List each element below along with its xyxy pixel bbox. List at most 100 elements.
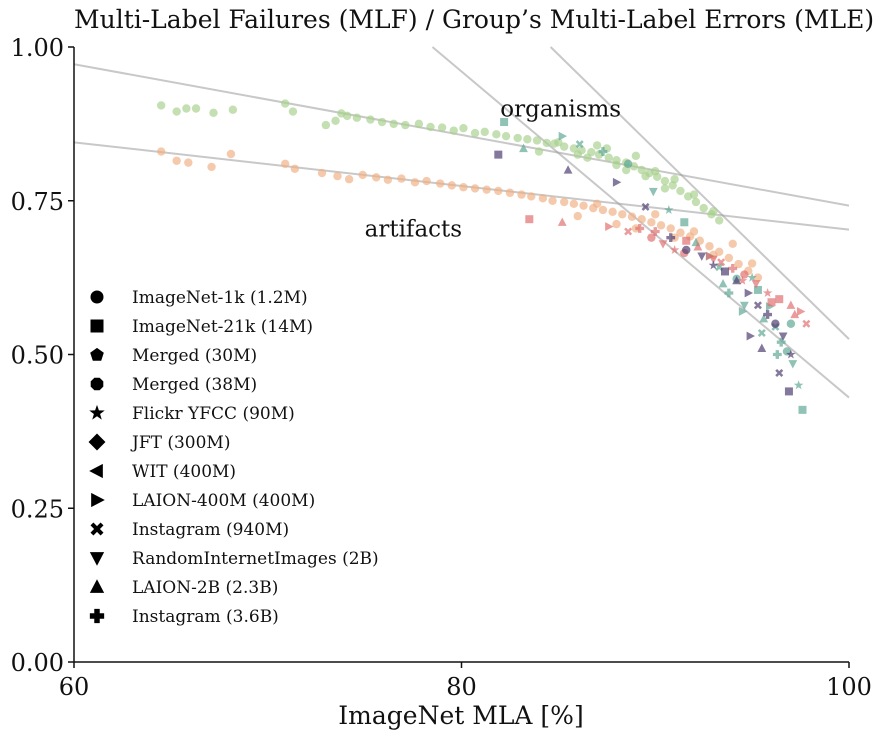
data-point [500, 118, 509, 127]
data-point [669, 244, 680, 254]
data-point [744, 288, 754, 298]
data-point [666, 224, 675, 233]
data-point [397, 174, 406, 183]
trend-line-artifacts-2 [549, 46, 850, 340]
data-point [746, 331, 755, 341]
legend-item: Merged (30M) [90, 346, 257, 366]
data-point [191, 104, 201, 113]
data-point [612, 160, 621, 170]
data-point [523, 135, 532, 144]
data-point [605, 222, 614, 231]
data-point [728, 239, 737, 248]
legend-marker-triangle-down [89, 552, 105, 566]
data-point [747, 272, 757, 282]
data-point [288, 107, 298, 116]
data-point [786, 349, 796, 359]
data-point [525, 215, 534, 224]
data-point [714, 216, 724, 225]
x-tick-label: 80 [446, 673, 477, 701]
data-point [548, 196, 557, 205]
series-3-points [525, 215, 811, 328]
data-point [790, 309, 800, 319]
legend-marker-circle [90, 290, 104, 304]
legend-item: JFT (300M) [88, 433, 230, 453]
ticks: 60 80 100 0.00 0.25 0.50 0.75 1.00 [11, 34, 872, 701]
data-point [660, 184, 670, 193]
data-point [788, 360, 798, 369]
legend-marker-triangle-right [91, 492, 105, 508]
data-point [414, 119, 424, 129]
data-point [631, 151, 641, 161]
data-point [691, 197, 701, 207]
data-point [753, 273, 763, 282]
data-point [676, 186, 685, 196]
data-point [757, 328, 766, 337]
data-point [573, 211, 582, 221]
data-point [624, 227, 633, 236]
data-point [401, 120, 410, 130]
legend-label: Instagram (3.6B) [132, 607, 279, 627]
data-point [682, 245, 691, 255]
data-point [532, 136, 542, 145]
series-2-points [500, 118, 807, 414]
data-point [623, 159, 633, 169]
data-point [559, 142, 569, 151]
legend-marker-triangle-up [89, 579, 105, 593]
legend-item: Merged (38M) [90, 375, 257, 395]
data-point [513, 133, 522, 143]
data-point [604, 153, 613, 162]
data-point [776, 337, 786, 347]
data-point [480, 127, 489, 137]
data-point [352, 113, 362, 122]
data-point [505, 188, 515, 197]
data-point [280, 99, 290, 108]
data-point [724, 288, 734, 298]
data-point [366, 115, 375, 124]
data-point [635, 224, 645, 233]
data-point [492, 130, 501, 139]
data-point [650, 227, 660, 236]
data-point [658, 240, 668, 249]
data-point [762, 288, 773, 298]
x-tick-label: 100 [826, 673, 872, 701]
data-point [784, 387, 793, 396]
data-point [676, 228, 685, 237]
data-point [527, 192, 536, 201]
annotations: organisms artifacts [365, 97, 622, 243]
data-point [517, 190, 526, 199]
legend-marker-diamond [88, 433, 106, 451]
data-point [184, 158, 193, 167]
data-point [682, 236, 691, 245]
data-point [734, 259, 743, 269]
data-point [156, 101, 166, 110]
data-point [718, 278, 728, 288]
data-point [573, 150, 582, 159]
data-point [342, 111, 352, 121]
data-point [422, 176, 431, 186]
data-point [670, 175, 679, 184]
legend-marker-plus [89, 608, 105, 624]
data-point [538, 194, 548, 203]
data-point [647, 233, 656, 242]
data-points [156, 99, 811, 414]
data-point [470, 128, 480, 138]
data-point [656, 221, 666, 230]
data-point [598, 205, 608, 215]
data-point [705, 242, 714, 251]
data-point [592, 199, 602, 209]
legend-item: Instagram (940M) [90, 520, 289, 540]
legend-marker-pentagon [90, 347, 104, 361]
data-point [641, 171, 650, 181]
data-point [699, 203, 708, 213]
data-point [651, 167, 660, 176]
data-point [796, 307, 806, 316]
data-point [689, 227, 699, 236]
data-point [534, 147, 544, 156]
legend-label: ImageNet-21k (14M) [132, 317, 313, 337]
data-point [207, 162, 216, 172]
data-point [554, 138, 563, 147]
y-tick-label: 0.25 [11, 495, 64, 523]
data-point [290, 164, 300, 173]
data-point [759, 314, 769, 323]
